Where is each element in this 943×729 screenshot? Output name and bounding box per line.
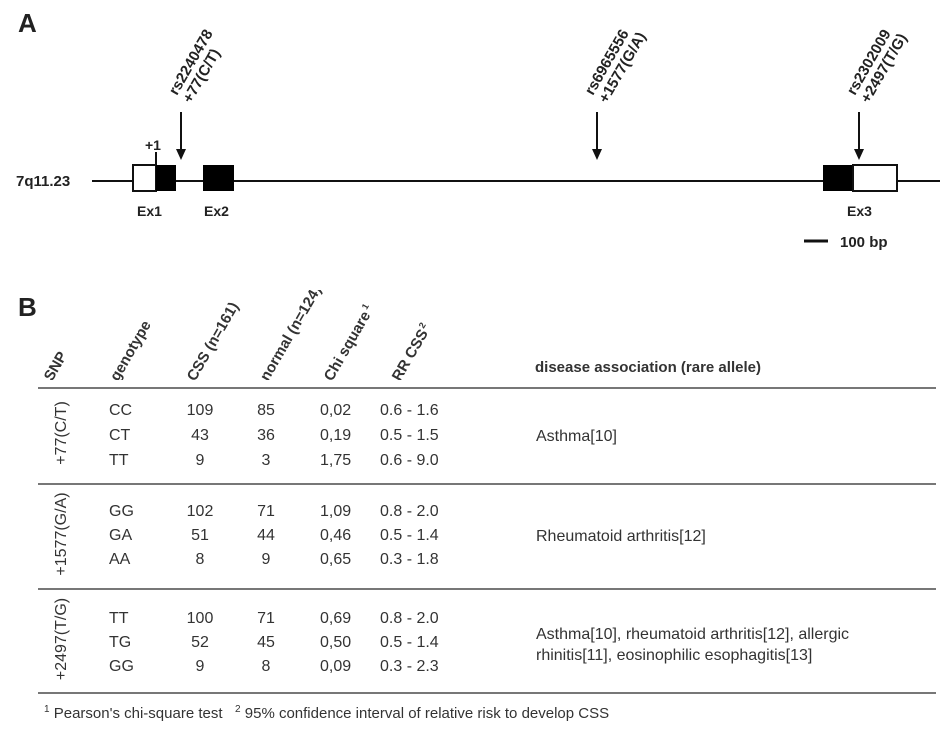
css-cell: 102: [186, 503, 214, 520]
disease-association: Asthma[10]: [536, 426, 617, 447]
normal-cell: 9: [261, 551, 271, 568]
table-rule: [38, 483, 936, 485]
chi-cell: 0,09: [320, 658, 352, 675]
disease-line: Asthma[10], rheumatoid arthritis[12], al…: [536, 626, 850, 643]
table-rule: [38, 692, 936, 694]
css-cell: 8: [195, 551, 205, 568]
chi-cell: 0,69: [320, 610, 352, 627]
rr-cell: 0.5 - 1.4: [380, 634, 439, 651]
normal-cell: 44: [257, 527, 275, 544]
genotype-cell: AA: [109, 551, 131, 568]
gene-diagram: 7q11.23 +1 Ex1 Ex2 Ex3 rs2240478 +77(C/T…: [16, 27, 940, 251]
normal-cell: 36: [257, 427, 275, 444]
chromosome-label: 7q11.23: [16, 173, 70, 190]
panel-a-label: A: [18, 8, 37, 38]
snp-group-label: +2497(T/G): [53, 597, 70, 681]
snp2-arrowhead: [592, 149, 602, 160]
snp-group-label: +1577(G/A): [53, 492, 70, 576]
normal-cell: 3: [261, 452, 271, 469]
exon2-coding: [203, 165, 234, 191]
chi-cell: 1,09: [320, 503, 352, 520]
css-cell: 100: [186, 610, 214, 627]
normal-cell: 8: [261, 658, 271, 675]
rr-cell: 0.5 - 1.4: [380, 527, 439, 544]
normal-cell: 71: [257, 503, 275, 520]
disease-line: rhinitis[11], eosinophilic esophagitis[1…: [536, 647, 813, 664]
normal-cell: 45: [257, 634, 275, 651]
genotype-cell: TT: [109, 610, 129, 627]
css-cell: 9: [195, 658, 205, 675]
snp3-arrowhead: [854, 149, 864, 160]
exon1-utr: [132, 164, 157, 192]
disease-association: Asthma[10], rheumatoid arthritis[12], al…: [536, 624, 849, 666]
table-header: SNP genotype CSS (n=161) normal (n=124) …: [41, 290, 761, 380]
rr-cell: 0.5 - 1.5: [380, 427, 439, 444]
chi-cell: 0,50: [320, 634, 352, 651]
normal-cell: 85: [257, 402, 275, 419]
header-chi: Chi square1: [320, 302, 378, 380]
rr-cell: 0.6 - 1.6: [380, 402, 439, 419]
genotype-cell: TT: [109, 452, 129, 469]
disease-association: Rheumatoid arthritis[12]: [536, 526, 706, 547]
panel-b-label: B: [18, 292, 37, 322]
rr-cell: 0.3 - 1.8: [380, 551, 439, 568]
footnote-marker: 1: [44, 704, 50, 715]
exon2-label: Ex2: [204, 203, 229, 219]
footnote-text: 95% confidence interval of relative risk…: [240, 705, 610, 722]
css-cell: 9: [195, 452, 205, 469]
exon3-label: Ex3: [847, 203, 872, 219]
header-genotype: genotype: [107, 318, 155, 380]
css-cell: 52: [191, 634, 209, 651]
table-rule: [38, 588, 936, 590]
disease-line: Rheumatoid arthritis[12]: [536, 528, 706, 545]
chi-cell: 0,19: [320, 427, 352, 444]
scale-label: 100 bp: [840, 234, 888, 251]
chi-cell: 0,02: [320, 402, 352, 419]
snp-group-label: +77(C/T): [53, 401, 70, 465]
exon3-coding: [823, 165, 853, 191]
css-cell: 43: [191, 427, 209, 444]
css-cell: 51: [191, 527, 209, 544]
header-css: CSS (n=161): [184, 299, 243, 380]
rr-cell: 0.3 - 2.3: [380, 658, 439, 675]
table-rule: [38, 387, 936, 389]
genotype-cell: GG: [109, 658, 134, 675]
chi-cell: 0,65: [320, 551, 352, 568]
header-snp: SNP: [41, 349, 71, 380]
rr-cell: 0.6 - 9.0: [380, 452, 439, 469]
disease-line: Asthma[10]: [536, 428, 617, 445]
footnote-text: Pearson's chi-square test: [49, 705, 223, 722]
rr-cell: 0.8 - 2.0: [380, 503, 439, 520]
exon1-label: Ex1: [137, 203, 162, 219]
exon3-utr: [852, 164, 898, 192]
header-rr: RR CSS2: [388, 321, 435, 380]
rr-cell: 0.8 - 2.0: [380, 610, 439, 627]
genotype-cell: GA: [109, 527, 133, 544]
snp1-arrowhead: [176, 149, 186, 160]
genotype-cell: CT: [109, 427, 131, 444]
table-footnote: 1 Pearson's chi-square test 2 95% confid…: [44, 704, 609, 722]
exon1-coding: [156, 165, 176, 191]
genotype-cell: CC: [109, 402, 133, 419]
chi-cell: 0,46: [320, 527, 352, 544]
genotype-cell: GG: [109, 503, 134, 520]
header-normal: normal (n=124): [257, 290, 325, 380]
footnote-marker: 2: [235, 704, 241, 715]
header-disease: disease association (rare allele): [535, 359, 761, 376]
chi-cell: 1,75: [320, 452, 352, 469]
tss-label: +1: [145, 137, 161, 153]
genotype-cell: TG: [109, 634, 132, 651]
normal-cell: 71: [257, 610, 275, 627]
css-cell: 109: [186, 402, 214, 419]
